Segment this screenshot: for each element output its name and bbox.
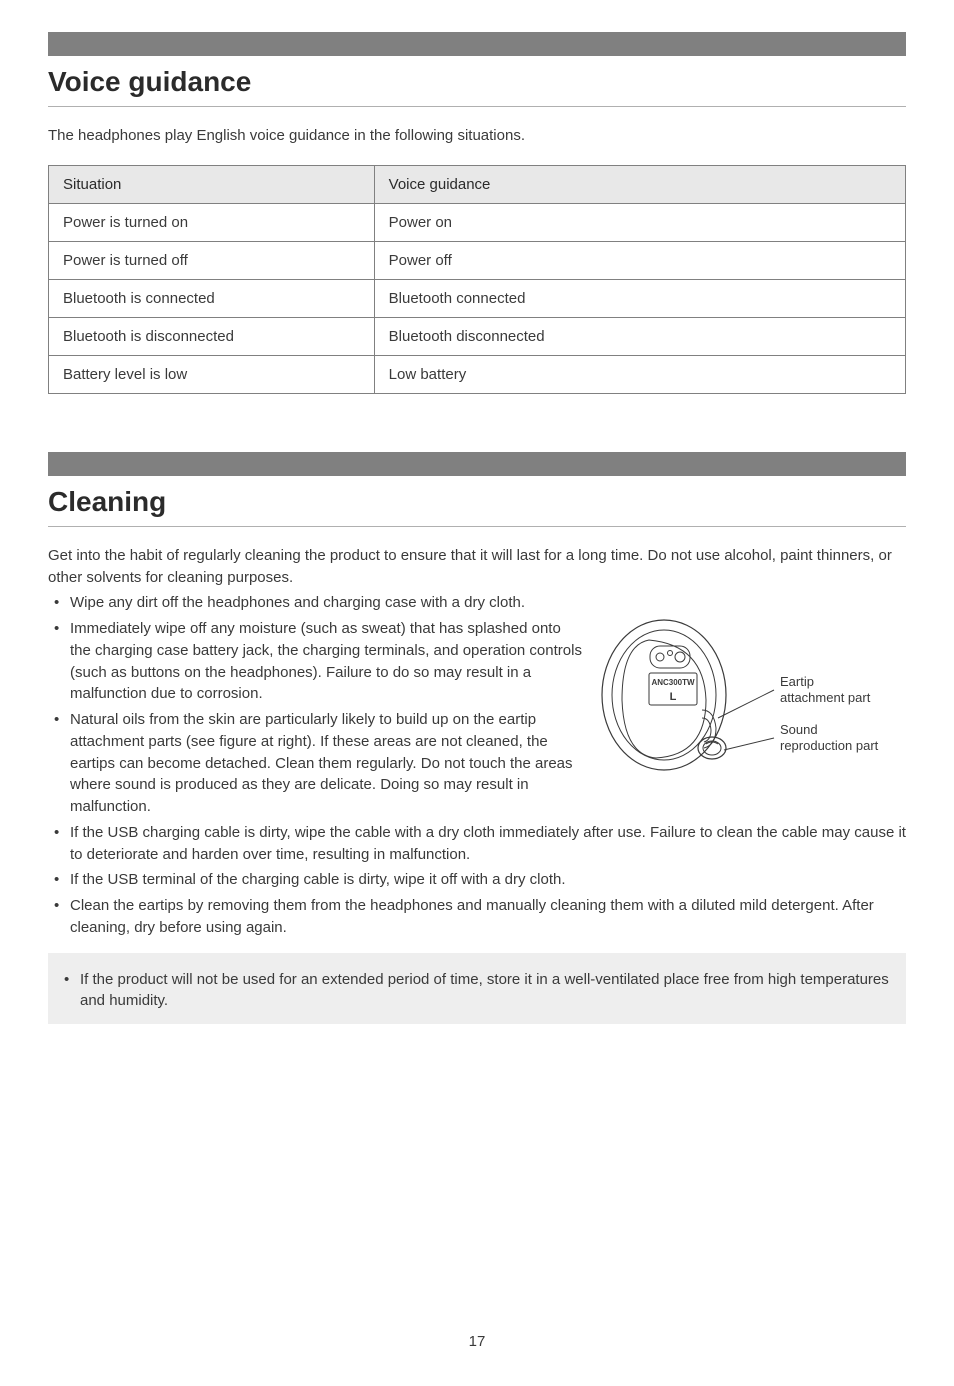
list-item: If the USB terminal of the charging cabl…: [54, 869, 906, 891]
table-cell: Bluetooth disconnected: [374, 317, 905, 355]
section-title-voice-guidance: Voice guidance: [48, 66, 906, 107]
list-item: If the USB charging cable is dirty, wipe…: [54, 822, 906, 866]
figure-model-label: ANC300TW: [651, 678, 695, 687]
storage-note-box: If the product will not be used for an e…: [48, 953, 906, 1025]
table-cell: Power off: [374, 241, 905, 279]
section-bar: [48, 32, 906, 56]
figure-callout-eartip-2: attachment part: [780, 690, 871, 705]
voice-guidance-table: Situation Voice guidance Power is turned…: [48, 165, 906, 394]
table-cell: Bluetooth is disconnected: [49, 317, 375, 355]
table-header-row: Situation Voice guidance: [49, 165, 906, 203]
table-cell: Power on: [374, 203, 905, 241]
voice-guidance-intro: The headphones play English voice guidan…: [48, 125, 906, 147]
section-title-cleaning: Cleaning: [48, 486, 906, 527]
section-bar: [48, 452, 906, 476]
table-header-situation: Situation: [49, 165, 375, 203]
figure-callout-eartip-1: Eartip: [780, 674, 814, 689]
figure-callout-sound-2: reproduction part: [780, 738, 879, 753]
table-cell: Low battery: [374, 355, 905, 393]
list-item: Immediately wipe off any moisture (such …: [54, 618, 582, 705]
table-cell: Power is turned on: [49, 203, 375, 241]
table-row: Bluetooth is disconnected Bluetooth disc…: [49, 317, 906, 355]
table-row: Power is turned off Power off: [49, 241, 906, 279]
table-row: Battery level is low Low battery: [49, 355, 906, 393]
page-number: 17: [0, 1333, 954, 1350]
table-cell: Battery level is low: [49, 355, 375, 393]
figure-callout-sound-1: Sound: [780, 722, 818, 737]
figure-lr-label: L: [670, 691, 677, 703]
earbud-figure: ANC300TW L Eartip attachment part Sound …: [594, 610, 914, 780]
storage-note-text: If the product will not be used for an e…: [64, 969, 890, 1013]
table-cell: Bluetooth is connected: [49, 279, 375, 317]
table-cell: Power is turned off: [49, 241, 375, 279]
table-row: Power is turned on Power on: [49, 203, 906, 241]
cleaning-intro: Get into the habit of regularly cleaning…: [48, 545, 906, 589]
table-row: Bluetooth is connected Bluetooth connect…: [49, 279, 906, 317]
table-header-voice: Voice guidance: [374, 165, 905, 203]
list-item: Clean the eartips by removing them from …: [54, 895, 906, 939]
table-cell: Bluetooth connected: [374, 279, 905, 317]
list-item: Natural oils from the skin are particula…: [54, 709, 582, 818]
